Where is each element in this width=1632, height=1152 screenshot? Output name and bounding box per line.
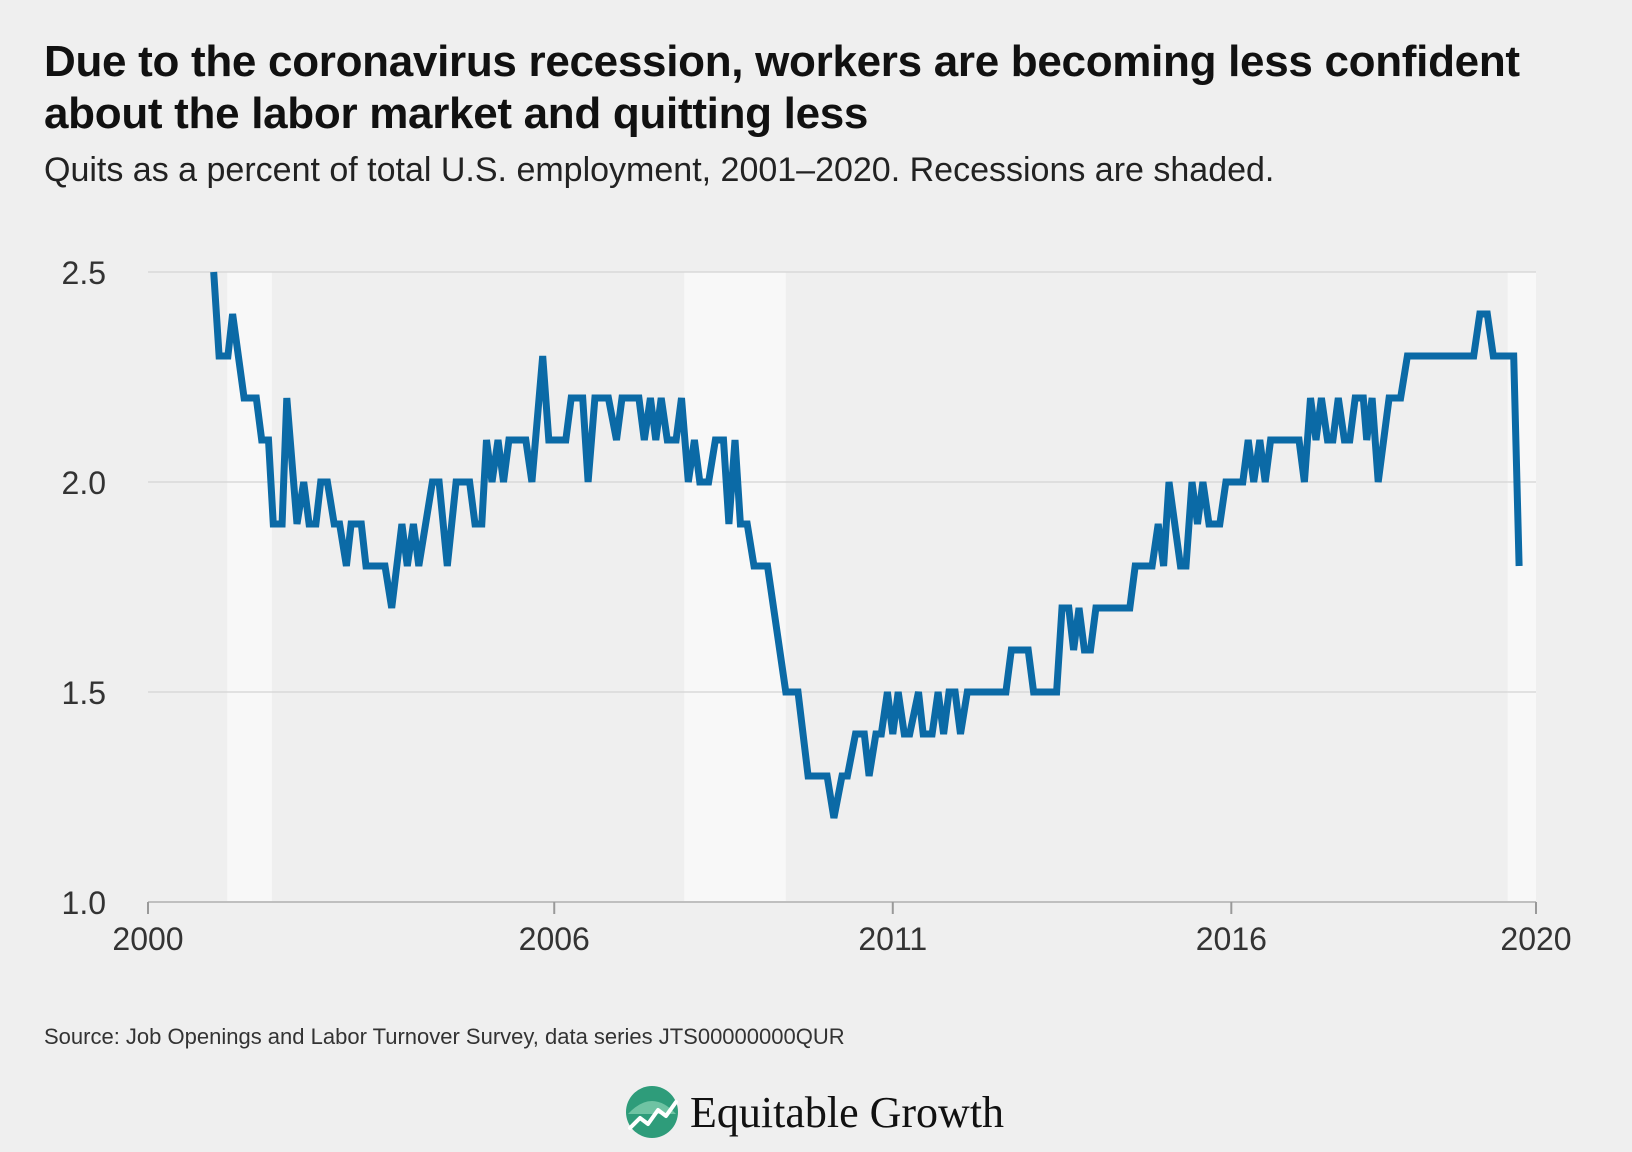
y-tick-label: 2.5 [62,255,106,291]
gridlines [148,271,1536,903]
chart-title: Due to the coronavirus recession, worker… [44,37,1520,138]
chart-subtitle: Quits as a percent of total U.S. employm… [44,151,1275,189]
source-note: Source: Job Openings and Labor Turnover … [44,1024,845,1049]
series [210,271,1523,819]
series-line-1 [210,271,1523,819]
x-tick-label: 2000 [112,921,183,957]
axes: 1.0 1.5 2.0 2.5 2000 2006 2011 2016 2020 [62,255,1572,957]
y-tick-label: 2.0 [62,465,106,501]
recession-band-1 [227,272,272,902]
recession-shading [227,272,1536,902]
x-tick-label: 2006 [519,921,590,957]
x-tick-label: 2011 [858,921,927,957]
y-tick-label: 1.5 [62,675,106,711]
x-tick-label: 2016 [1196,921,1267,957]
logo-text: Equitable Growth [690,1087,1005,1137]
leaf-chart-icon [626,1086,678,1138]
equitable-growth-logo: Equitable Growth [624,1084,1004,1140]
y-tick-label: 1.0 [62,885,106,921]
quits-line-chart: 1.0 1.5 2.0 2.5 2000 2006 2011 2016 2020 [62,255,1572,957]
x-tick-label: 2020 [1500,921,1571,957]
